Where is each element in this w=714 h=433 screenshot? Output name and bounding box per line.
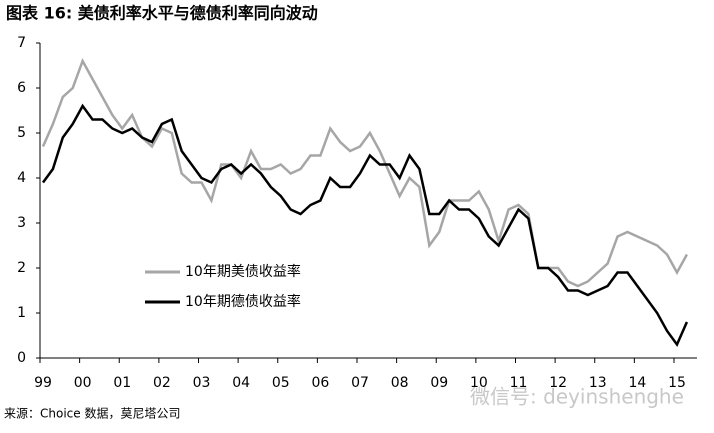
watermark: 微信号: deyinshenghe xyxy=(470,385,684,409)
series-line xyxy=(41,103,689,347)
x-tick-label: 05 xyxy=(272,375,290,391)
x-tick-label: 10 xyxy=(470,375,488,391)
x-tick-label: 15 xyxy=(668,375,686,391)
source: 来源：Choice 数据，莫尼塔公司 xyxy=(4,406,180,421)
x-tick-label: 11 xyxy=(510,375,528,391)
x-tick-label: 04 xyxy=(232,375,250,391)
x-tick-label: 08 xyxy=(391,375,409,391)
y-tick-label: 3 xyxy=(17,215,26,231)
y-tick-label: 1 xyxy=(17,305,26,321)
legend-label: 10年期德债收益率 xyxy=(185,293,301,310)
y-tick-label: 7 xyxy=(17,35,26,51)
x-tick-label: 09 xyxy=(430,375,448,391)
legend-label: 10年期美债收益率 xyxy=(185,263,301,280)
x-tick-label: 03 xyxy=(193,375,211,391)
x-tick-label: 01 xyxy=(113,375,131,391)
series-line xyxy=(41,57,688,288)
x-tick-label: 14 xyxy=(628,375,646,391)
x-tick-label: 06 xyxy=(311,375,329,391)
y-tick-label: 2 xyxy=(17,260,26,276)
x-tick-label: 00 xyxy=(74,375,92,391)
chart-title: 图表 16: 美债利率水平与德债利率同向波动 xyxy=(6,4,318,23)
x-tick-label: 07 xyxy=(351,375,369,391)
y-tick-label: 0 xyxy=(17,350,26,366)
y-tick-label: 4 xyxy=(17,170,26,186)
x-tick-label: 02 xyxy=(153,375,171,391)
x-tick-label: 12 xyxy=(549,375,567,391)
x-tick-label: 99 xyxy=(34,375,52,391)
y-tick-label: 5 xyxy=(17,125,26,141)
y-tick-label: 6 xyxy=(17,80,26,96)
x-tick-label: 13 xyxy=(589,375,607,391)
